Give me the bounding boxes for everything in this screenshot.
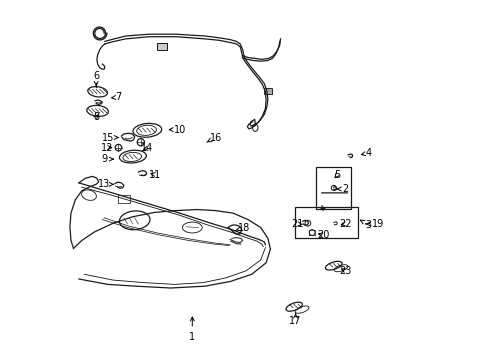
Text: 14: 14 [141, 143, 153, 153]
Text: 8: 8 [93, 112, 99, 122]
Text: 23: 23 [338, 266, 351, 276]
Text: 7: 7 [111, 92, 122, 102]
Text: 13: 13 [98, 179, 113, 189]
Text: 9: 9 [101, 154, 113, 164]
Text: 15: 15 [102, 132, 118, 143]
Text: 10: 10 [169, 125, 185, 135]
Bar [294, 207, 357, 238]
Text: 1: 1 [189, 317, 195, 342]
Text: 17: 17 [289, 313, 301, 326]
Text: 4: 4 [361, 148, 371, 158]
Text: 5: 5 [334, 170, 340, 180]
Text: 16: 16 [206, 132, 222, 143]
Text: 3: 3 [360, 220, 371, 230]
Bar [316, 167, 350, 209]
Text: 12: 12 [101, 143, 113, 153]
Text: 19: 19 [365, 219, 383, 229]
Text: 2: 2 [336, 184, 348, 194]
Text: 22: 22 [338, 219, 351, 229]
Bar [263, 88, 271, 94]
Text: 21: 21 [291, 219, 304, 229]
Bar [118, 195, 130, 203]
Text: 6: 6 [93, 71, 99, 86]
Text: 20: 20 [316, 230, 328, 240]
Bar [157, 43, 167, 50]
Text: 18: 18 [235, 222, 250, 233]
Text: 11: 11 [149, 170, 161, 180]
